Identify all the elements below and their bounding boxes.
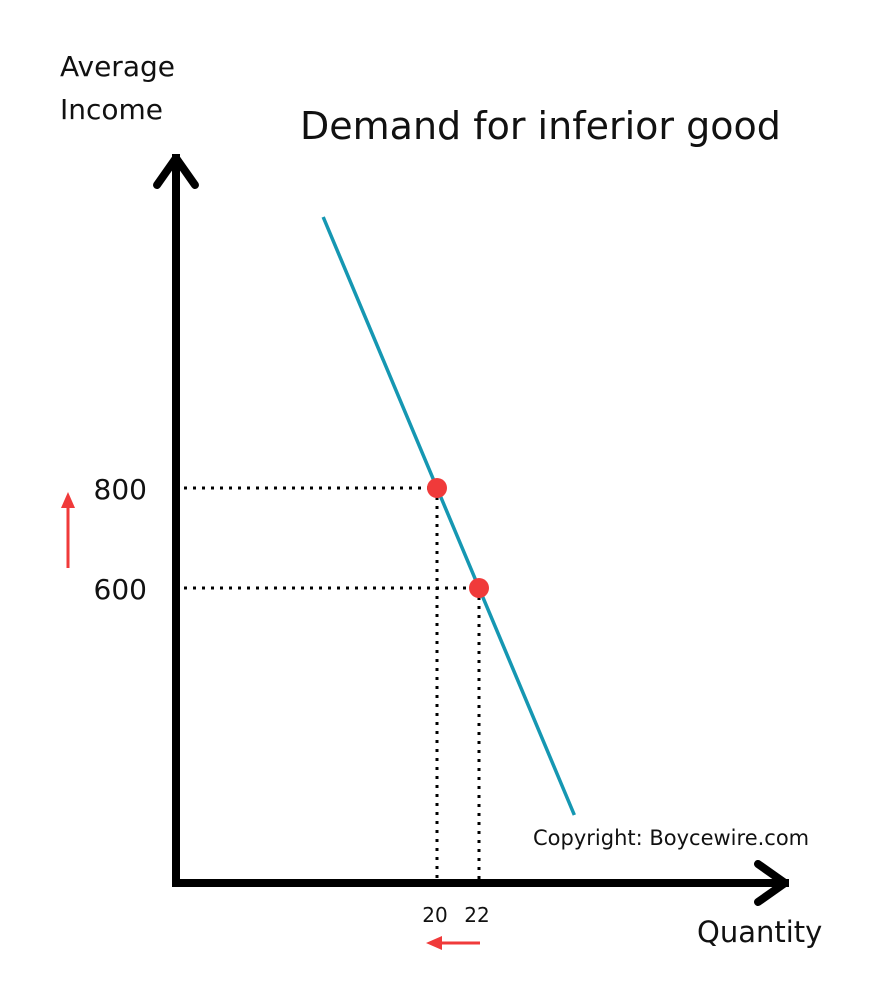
income-up-arrow-head [61,492,75,508]
y-tick-label-1: 600 [94,573,147,606]
y-axis-arrowhead [153,154,199,189]
data-point-0 [427,478,447,498]
demand-curve [321,216,576,816]
copyright-annotation: Copyright: Boycewire.com [533,826,810,850]
y-tick-label-0: 800 [94,473,147,506]
x-axis-arrowhead [754,860,789,906]
x-axis-label: Quantity [697,915,823,949]
x-tick-label-0: 20 [422,903,447,927]
y-axis-label-line2: Income [60,93,164,126]
quantity-left-arrow-head [426,936,442,950]
data-point-1 [469,578,489,598]
y-axis-label-line1: Average [60,50,175,83]
x-tick-label-1: 22 [464,903,489,927]
chart-title: Demand for inferior good [300,104,781,148]
